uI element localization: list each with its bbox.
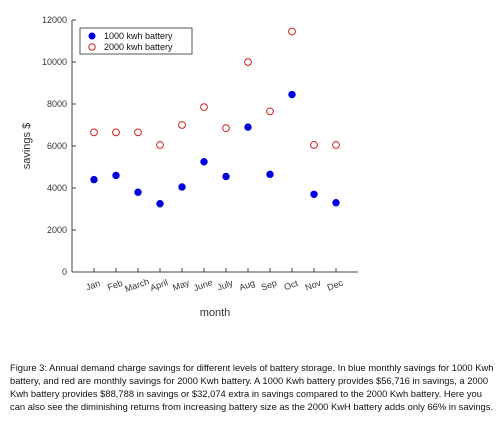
data-point-series-1 — [244, 123, 252, 131]
x-tick-label: Feb — [106, 278, 124, 293]
data-point-series-2 — [200, 103, 208, 112]
data-point-series-1 — [200, 158, 208, 166]
legend-marker-series-2 — [88, 43, 96, 51]
x-tick-label: Dec — [326, 278, 345, 293]
y-tick-label: 4000 — [47, 183, 67, 193]
x-tick-label: Aug — [238, 278, 256, 293]
x-axis-title: month — [200, 307, 231, 319]
legend-label-series-2: 2000 kwh battery — [104, 42, 173, 52]
y-axis-title: savings $ — [21, 123, 33, 169]
data-point-series-2 — [310, 141, 318, 149]
y-tick-label: 12000 — [42, 15, 67, 25]
data-point-series-1 — [222, 172, 230, 181]
data-point-series-1 — [266, 170, 274, 179]
data-point-series-2 — [156, 141, 164, 149]
x-tick-label: Sep — [260, 278, 278, 293]
x-tick-label: June — [192, 277, 214, 293]
data-point-series-1 — [134, 188, 142, 196]
data-point-series-1 — [112, 171, 120, 180]
data-point-series-2 — [288, 27, 296, 36]
data-point-series-1 — [332, 199, 340, 207]
data-point-series-2 — [178, 121, 186, 129]
y-tick-label: 10000 — [42, 57, 67, 67]
data-point-series-2 — [266, 107, 274, 116]
data-point-series-2 — [244, 58, 252, 66]
y-tick-label: 2000 — [47, 225, 67, 235]
legend-label-series-1: 1000 kwh battery — [104, 31, 173, 41]
chart-container: 0 2000 4000 6000 8000 10000 12000 Jan Feb March Ap… — [21, 15, 358, 319]
data-point-series-2 — [90, 128, 98, 137]
x-tick-label: Jan — [84, 278, 101, 292]
y-tick-label: 8000 — [47, 99, 67, 109]
scatter-chart: 0 2000 4000 6000 8000 10000 12000 Jan Feb MarchAp… — [21, 15, 358, 319]
legend-box — [79, 27, 193, 55]
y-tick-label: 6000 — [47, 141, 67, 151]
data-point-series-1 — [288, 90, 296, 99]
x-tick-label: Nov — [304, 278, 323, 293]
data-point-series-2 — [134, 128, 142, 137]
data-point-series-1 — [310, 190, 318, 199]
x-tick-label: Oct — [283, 278, 300, 292]
data-point-series-1 — [90, 175, 98, 184]
y-tick-label: 0 — [62, 267, 67, 277]
x-tick-label: March — [124, 276, 151, 294]
data-point-series-2 — [112, 128, 120, 137]
data-point-series-2 — [222, 124, 230, 133]
x-tick-label: May — [171, 277, 191, 292]
data-point-series-1 — [178, 183, 186, 191]
data-point-series-1 — [156, 200, 164, 208]
legend-marker-series-1 — [88, 32, 96, 40]
x-tick-label: April — [149, 277, 169, 293]
data-point-series-2 — [332, 141, 340, 149]
x-tick-label: July — [216, 278, 235, 293]
figure-caption: Figure 3: Annual demand charge savings f… — [10, 362, 494, 412]
